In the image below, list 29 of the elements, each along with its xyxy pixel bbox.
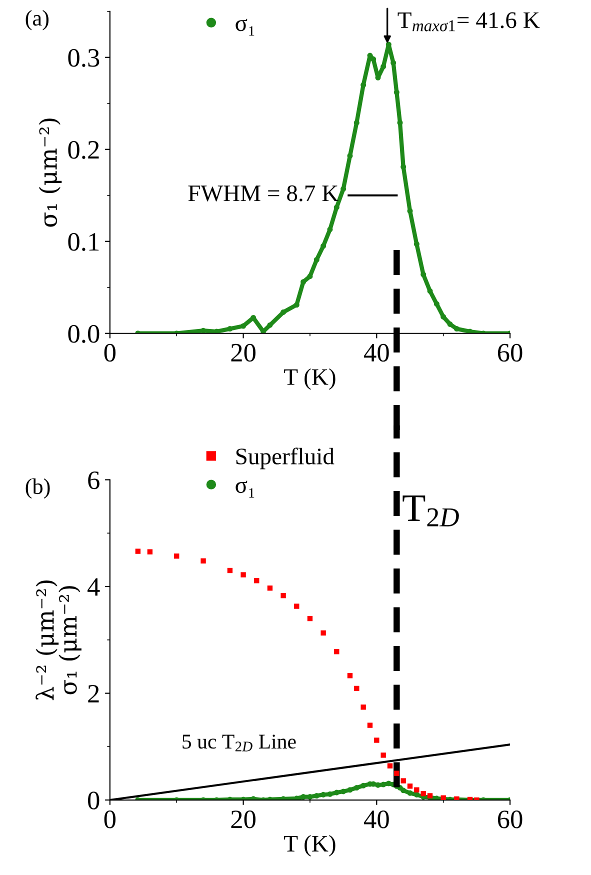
x-tick-label: 0: [104, 810, 116, 828]
y-tick-label: 0.0: [68, 324, 100, 343]
y-tick-label: 0: [88, 792, 100, 810]
chart-title: (a): [26, 10, 49, 30]
y-tick-label: 4: [88, 578, 100, 596]
x-axis-title: T (K): [284, 835, 336, 856]
x-tick-label: 60: [498, 810, 522, 828]
x-tick-label: 20: [231, 810, 256, 828]
y-axis-title: λ⁻² (μm⁻²) σ₁ (μm⁻²): [36, 580, 82, 700]
legend-label: Superfluid: [236, 448, 334, 470]
legend-label: σ₁: [236, 18, 254, 36]
y-axis-title: σ₁ (μm⁻²): [38, 118, 62, 227]
annotation: T$_{maxσ1}$= 41.6 K: [398, 12, 540, 32]
x-tick-label: 20: [231, 344, 256, 362]
legend-label: σ₁: [236, 480, 254, 498]
y-tick-label: 6: [88, 471, 100, 490]
y-tick-label: 2: [88, 684, 99, 702]
x-tick-label: 0: [104, 344, 116, 362]
x-tick-label: 40: [364, 344, 389, 362]
y-tick-label: 0.1: [68, 232, 99, 251]
x-axis-title: T (K): [284, 368, 336, 390]
x-tick-label: 40: [364, 810, 389, 828]
ref-line-label: T$_{2D}$: [402, 495, 459, 526]
chart-title: (b): [26, 478, 50, 499]
y-tick-label: 0.2: [68, 140, 99, 159]
x-tick-label: 60: [498, 344, 522, 362]
series-label: 5 uc T$_{2D}$ Line: [182, 734, 296, 752]
annotation: FWHM = 8.7 K: [188, 185, 338, 202]
y-tick-label: 0.3: [68, 48, 100, 67]
